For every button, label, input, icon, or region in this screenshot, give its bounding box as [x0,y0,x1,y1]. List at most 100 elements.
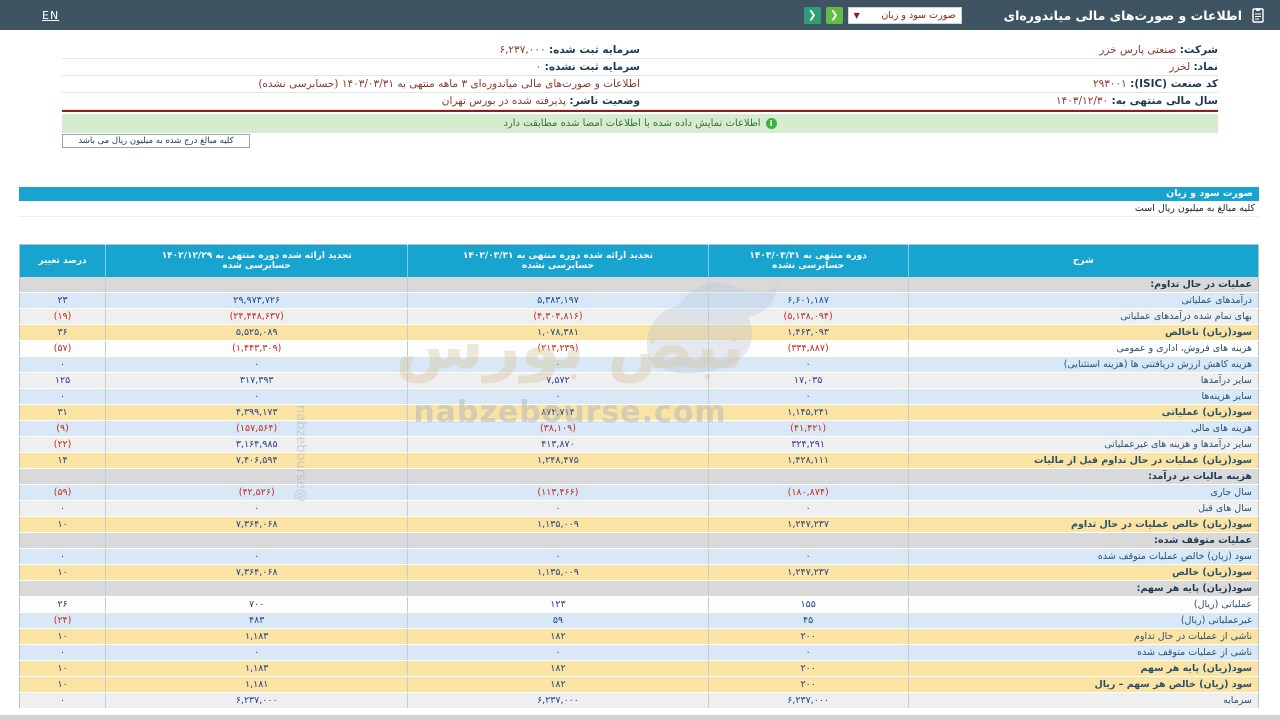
row-value: (۱۹) [19,308,106,325]
row-value: ۰ [105,356,408,373]
row-value: ۰ [407,388,709,405]
info-icon: i [765,118,777,129]
row-value: ۲۳ [19,292,106,309]
row-value: ۱۷,۰۳۵ [707,372,909,389]
statement-selector-group: صورت سود و زیان ▼ ❮ ❮ [803,6,962,24]
top-bar: اطلاعات و صورت‌های مالی میاندوره‌ای صورت… [0,0,1280,30]
next-statement-button[interactable]: ❮ [825,6,843,24]
info-value: ۶,۲۳۷,۰۰۰ [499,44,546,56]
row-value [707,468,909,485]
row-value [19,276,106,293]
statement-select-value: صورت سود و زیان [881,9,956,21]
table-row: سایر درآمدها ۱۷,۰۳۵ ۷,۵۷۲ ۳۱۷,۳۹۳ ۱۲۵ [19,372,1259,389]
info-label: سرمایه ثبت شده: [548,44,640,56]
row-value: ۰ [707,548,909,565]
table-row: سود(زیان) پایه هر سهم ۲۰۰ ۱۸۲ ۱,۱۸۳ ۱۰ [19,660,1259,677]
table-row: سال جاری (۱۸۰,۸۷۴) (۱۱۳,۴۶۶) (۴۲,۵۲۶) (۵۹) [19,484,1259,501]
row-value [407,532,709,549]
row-value: ۰ [707,644,909,661]
row-value: ۵,۵۲۵,۰۸۹ [105,324,408,341]
col-prior-period-header: تجدید ارائه شده دوره منتهی به ۱۴۰۲/۰۳/۳۱… [407,244,709,277]
row-value: ۴,۳۹۹,۱۷۳ [105,404,408,421]
row-value: ۰ [105,500,408,517]
table-row: سود(زیان) خالص عملیات در حال تداوم ۱,۲۴۷,… [19,516,1259,533]
row-label: سود(زیان) خالص [907,564,1259,581]
row-value: (۱۵۷,۵۶۴) [105,420,408,437]
row-value: ۷,۵۷۲ [407,372,709,389]
row-value: (۲۴) [19,612,106,629]
row-value: ۷,۳۶۴,۰۶۸ [105,564,408,581]
row-value: ۵,۳۸۳,۱۹۷ [407,292,709,309]
row-value [407,468,709,485]
bottom-edge [0,715,1280,720]
row-value [407,580,709,597]
row-label: عملیاتی (ریال) [907,596,1259,613]
statement-select[interactable]: صورت سود و زیان ▼ [847,6,962,24]
row-value: (۲۲) [19,436,106,453]
row-value: (۴,۳۰۴,۸۱۶) [407,308,709,325]
table-row: ناشی از عملیات متوقف شده ۰ ۰ ۰ ۰ [19,644,1259,661]
prev-statement-button[interactable]: ❮ [803,6,821,24]
row-label: سرمایه [907,692,1259,709]
col-description-header: شرح [907,244,1259,277]
row-value: ۴۵ [707,612,909,629]
language-toggle[interactable]: EN [42,8,60,22]
table-row: سود (زیان) خالص عملیات متوقف شده ۰ ۰ ۰ ۰ [19,548,1259,565]
row-value: ۲۰۰ [707,660,909,677]
row-value: ۰ [407,500,709,517]
row-value: ۱,۱۸۳ [105,628,408,645]
row-value: ۱,۱۴۵,۲۴۱ [707,404,909,421]
row-value: ۳۱۷,۳۹۳ [105,372,408,389]
info-label: نماد: [1193,61,1218,73]
row-value: ۰ [707,356,909,373]
chevron-down-icon: ▼ [853,10,860,20]
row-value: (۱۸۰,۸۷۴) [707,484,909,501]
row-label: سایر هزینه‌ها [907,388,1259,405]
row-value: ۱۸۲ [407,628,709,645]
row-value: (۵۷) [19,340,106,357]
row-value: ۳۲۴,۲۹۱ [707,436,909,453]
row-value [707,276,909,293]
row-value: (۱,۴۴۳,۳۰۹) [105,340,408,357]
info-value: اطلاعات و صورت‌های مالی میاندوره‌ای ۳ ما… [258,78,640,90]
row-value: ۱۰ [19,516,106,533]
info-row-issuer-status: وضعیت ناشر: پذیرفته شده در بورس تهران [62,93,640,110]
row-value [407,276,709,293]
row-label: سود (زیان) خالص هر سهم – ریال [907,676,1259,693]
row-value: ۱۲۳ [407,596,709,613]
row-value [19,580,106,597]
info-value: ۲۹۳۰۰۱ [1092,78,1127,90]
row-value: ۱,۱۸۳ [105,660,408,677]
row-value: (۴۱,۴۲۱) [707,420,909,437]
row-label: سال جاری [907,484,1259,501]
row-label: هزینه های مالی [907,420,1259,437]
info-label: شرکت: [1179,44,1218,56]
row-value: ۱,۰۷۸,۳۸۱ [407,324,709,341]
row-label: غیرعملیاتی (ریال) [907,612,1259,629]
row-label: ناشی از عملیات متوقف شده [907,644,1259,661]
row-value [105,580,408,597]
row-value: ۱۸۲ [407,660,709,677]
row-value: ۴۱۳,۸۷۰ [407,436,709,453]
row-value [707,532,909,549]
table-row: سرمایه ۶,۲۳۷,۰۰۰ ۶,۲۳۷,۰۰۰ ۶,۲۳۷,۰۰۰ ۰ [19,692,1259,709]
table-row: سود(زیان) ناخالص ۱,۴۶۳,۰۹۳ ۱,۰۷۸,۳۸۱ ۵,۵۲۵,… [19,324,1259,341]
row-label: عملیات در حال تداوم: [907,276,1259,293]
row-value [707,580,909,597]
company-info-right: شرکت: صنعتی پارس خزر نماد: لخزر کد صنعت … [640,42,1218,110]
row-value: ۱۵۵ [707,596,909,613]
table-row: ناشی از عملیات در حال تداوم ۲۰۰ ۱۸۲ ۱,۱۸۳ ۱۰ [19,628,1259,645]
row-value: ۴۸۳ [105,612,408,629]
row-value: ۶,۲۳۷,۰۰۰ [105,692,408,709]
info-row-fiscal-year: سال مالی منتهی به: ۱۴۰۳/۱۲/۳۰ [640,93,1218,110]
row-value: ۰ [19,356,106,373]
row-value [19,532,106,549]
row-value: ۱۴ [19,452,106,469]
row-value: (۲۱۳,۲۳۹) [407,340,709,357]
row-value: ۲۰۰ [707,676,909,693]
row-value: ۱,۱۸۱ [105,676,408,693]
row-value: (۹) [19,420,106,437]
row-label: هزینه کاهش ارزش دریافتنی ها (هزینه استثن… [907,356,1259,373]
table-row: هزینه مالیات بر درآمد: [19,468,1259,485]
row-value: (۳۳۴,۸۸۷) [707,340,909,357]
